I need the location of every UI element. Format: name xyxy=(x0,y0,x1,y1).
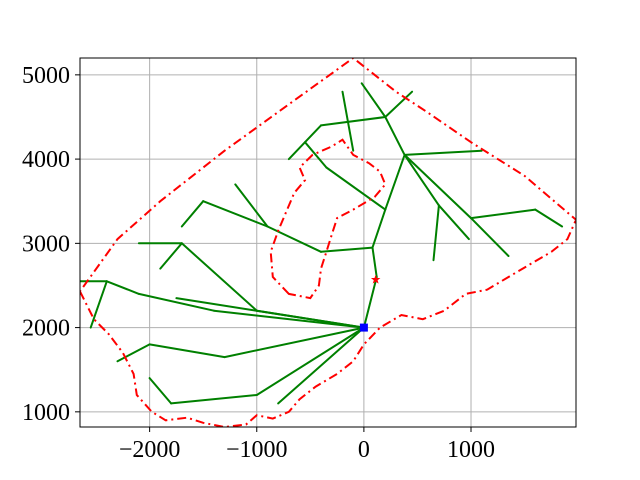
branch-segment-29 xyxy=(89,280,108,329)
branch-segment-7 xyxy=(371,246,378,278)
branch-segment-8 xyxy=(371,208,387,249)
branch-segment-41 xyxy=(341,90,355,152)
branch-segment-16 xyxy=(470,208,537,220)
x-tick-label-0: −2000 xyxy=(119,437,181,463)
branch-segment-32 xyxy=(170,394,258,405)
x-tick-label-3: 1000 xyxy=(447,437,495,463)
branch-segment-5 xyxy=(255,309,365,329)
branch-segment-30 xyxy=(148,343,226,359)
x-tick-label-2: 0 xyxy=(358,437,370,463)
branch-segment-3 xyxy=(255,326,365,396)
branch-segment-26 xyxy=(137,292,215,312)
branch-segment-6 xyxy=(362,276,378,329)
branch-segment-17 xyxy=(534,208,564,228)
branch-segment-19 xyxy=(437,204,470,241)
branch-segment-33 xyxy=(148,377,173,405)
branch-segment-23 xyxy=(202,200,269,228)
branch-segment-22 xyxy=(266,225,322,253)
y-tick-label-0: 1000 xyxy=(22,400,70,426)
x-tick-label-1: −1000 xyxy=(226,437,288,463)
origin-marker xyxy=(359,323,368,332)
branch-segment-21 xyxy=(320,246,374,253)
x-axis: −2000 −1000 0 1000 xyxy=(119,427,495,463)
y-tick-label-2: 3000 xyxy=(22,231,70,257)
branch-segment-24 xyxy=(180,200,205,228)
branch-segment-11 xyxy=(360,82,387,118)
plot-frame xyxy=(79,57,577,428)
branch-segment-14 xyxy=(403,153,440,207)
branch-segment-13 xyxy=(403,149,483,156)
y-tick-label-4: 5000 xyxy=(22,63,70,89)
branch-segment-27 xyxy=(105,280,140,295)
y-tick-label-1: 2000 xyxy=(22,316,70,342)
branch-segment-38 xyxy=(304,141,328,169)
branch-segment-9 xyxy=(384,153,406,211)
inner-boundary xyxy=(269,138,387,300)
branch-segment-34 xyxy=(180,242,258,312)
y-tick-label-3: 4000 xyxy=(22,147,70,173)
y-axis: 1000 2000 3000 4000 5000 xyxy=(22,63,80,426)
branch-segment-39 xyxy=(320,116,387,127)
branch-segment-25 xyxy=(234,183,269,228)
outer-boundary xyxy=(80,58,576,427)
branch-segment-4 xyxy=(277,326,365,405)
branch-segment-31 xyxy=(116,343,151,363)
branch-segment-36 xyxy=(159,242,183,270)
branch-segment-40 xyxy=(287,124,322,161)
branch-segment-2 xyxy=(223,326,365,359)
branch-network xyxy=(80,82,564,405)
branch-segment-37 xyxy=(325,166,387,211)
branch-segment-10 xyxy=(384,116,406,156)
branch-segment-1 xyxy=(212,309,365,329)
branch-segment-20 xyxy=(432,204,440,262)
target-marker xyxy=(370,274,381,284)
plot-area xyxy=(80,58,576,427)
branch-segment-15 xyxy=(403,153,472,220)
branch-segment-18 xyxy=(470,217,510,257)
branch-segment-12 xyxy=(384,90,414,118)
